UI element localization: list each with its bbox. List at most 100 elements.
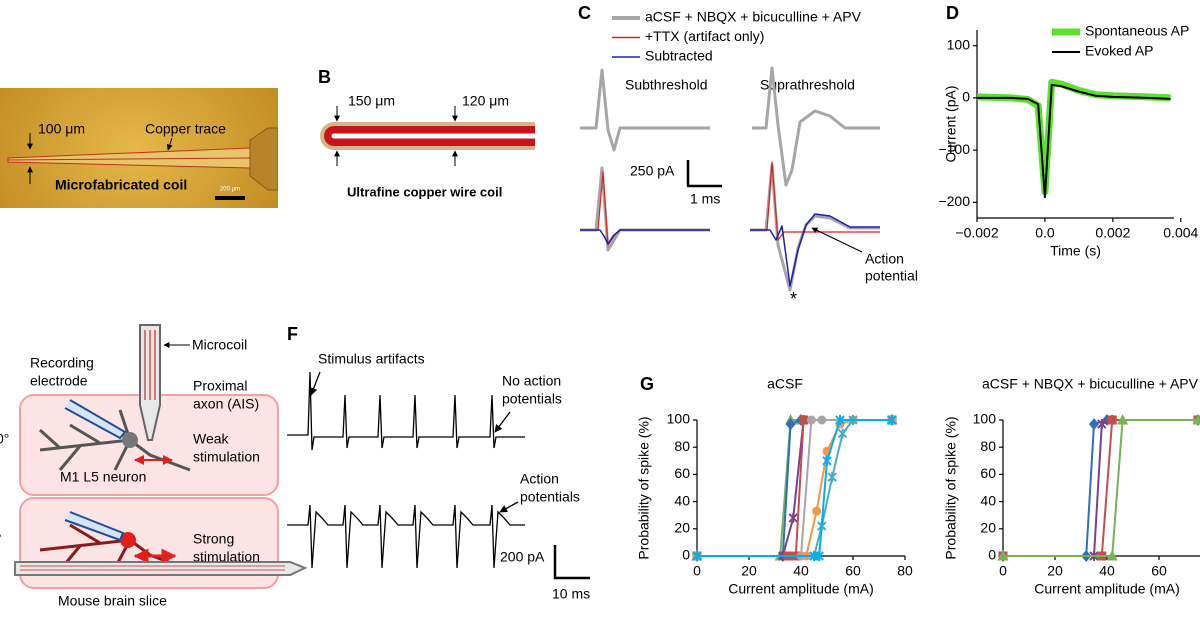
label: stimulation: [193, 449, 260, 465]
x-tick-label: −0.002: [955, 225, 998, 241]
x-axis-label: Current amplitude (mA): [728, 581, 874, 597]
y-axis-label: Probability of spike (%): [636, 416, 652, 559]
scale-label: 10 ms: [552, 586, 590, 602]
legend-label: Spontaneous AP: [1085, 23, 1189, 39]
x-tick-label: 20: [1047, 563, 1063, 579]
y-tick-label: 100: [667, 411, 691, 427]
point: [887, 415, 897, 425]
x-axis-label: Current amplitude (mA): [1034, 581, 1180, 597]
point: [785, 418, 796, 431]
label: 0°: [0, 431, 9, 447]
label: 150 μm: [348, 93, 395, 109]
y-tick-label: −100: [938, 141, 970, 157]
arrow: [166, 137, 173, 151]
point: [817, 415, 827, 425]
charts: 0 20 40 60 80 100 0 20 40 60 80 Current amplitude (…: [636, 376, 1200, 597]
annotation: *: [790, 289, 797, 309]
panel-letter: B: [318, 67, 331, 87]
line-chart: 100 0 −100 −200 −0.002 0.0 0.002 0.004 Time (s) C…: [938, 23, 1198, 259]
series-line: [1003, 419, 1198, 557]
y-tick-label: −200: [938, 193, 970, 209]
x-tick-label: 40: [1099, 563, 1115, 579]
annotation: No action: [502, 373, 561, 389]
series-line: [697, 419, 892, 557]
label: Strong: [193, 531, 234, 547]
x-tick-label: 80: [897, 563, 913, 579]
label: axon (AIS): [193, 396, 259, 412]
series-line: [697, 419, 892, 557]
legend-label: Evoked AP: [1085, 43, 1154, 59]
annotation: Action: [520, 471, 559, 487]
y-axis-label: Current (pA): [943, 85, 959, 162]
series-line: [697, 419, 892, 557]
series-line: [697, 419, 892, 557]
label: Microcoil: [192, 337, 247, 353]
coil-photo: [0, 88, 278, 208]
x-tick-label: 0.0: [1035, 225, 1055, 241]
series-line: [697, 419, 892, 557]
annotation: Stimulus artifacts: [318, 351, 425, 367]
arrow: [811, 227, 863, 253]
annotation: potentials: [502, 391, 562, 407]
label: electrode: [30, 373, 88, 389]
x-tick-label: 60: [1151, 563, 1167, 579]
series-line: [697, 419, 892, 557]
point: [1089, 418, 1099, 431]
caption: Ultrafine copper wire coil: [347, 184, 502, 199]
traces: [287, 371, 590, 580]
label: Subthreshold: [625, 77, 708, 93]
panel-letter: D: [946, 3, 959, 23]
point: [835, 415, 845, 425]
caption: Microfabricated coil: [55, 177, 187, 193]
schematic: [14, 324, 308, 589]
point: [837, 428, 848, 439]
wire-coil: [320, 122, 535, 150]
point: [812, 506, 822, 516]
label: °: [0, 531, 2, 547]
x-tick-label: 0: [693, 563, 701, 579]
x-tick-label: 20: [741, 563, 757, 579]
point: [822, 455, 832, 466]
traces: [580, 66, 880, 292]
series-line: [697, 419, 892, 557]
point: [1117, 414, 1129, 425]
y-tick-label: 100: [947, 36, 971, 52]
label: Mouse brain slice: [58, 593, 167, 609]
label: stimulation: [193, 549, 260, 565]
point: [997, 550, 1009, 561]
scale-label: 200 μm: [220, 187, 240, 193]
y-tick-label: 100: [973, 411, 997, 427]
y-tick-label: 60: [674, 465, 690, 481]
point: [1097, 419, 1107, 430]
chart-title: aCSF: [767, 376, 803, 392]
point: [827, 472, 837, 483]
legend-label: Subtracted: [645, 48, 713, 64]
chart-title: aCSF + NBQX + bicuculline + APV: [982, 376, 1199, 392]
x-tick-label: 60: [845, 563, 861, 579]
x-tick-label: 0.004: [1163, 225, 1198, 241]
x-tick-label: 0: [999, 563, 1007, 579]
point: [806, 415, 816, 425]
scale-label: 1 ms: [690, 191, 720, 207]
panel-letter: F: [287, 324, 298, 344]
x-tick-label: 40: [793, 563, 809, 579]
panel-letter: G: [640, 374, 654, 394]
annotation: Action: [865, 251, 904, 267]
scale-label: 250 pA: [630, 163, 675, 179]
legend: aCSF + NBQX + bicuculline + APV +TTX (art…: [612, 9, 862, 64]
scale-label: 200 pA: [500, 549, 545, 565]
point: [814, 551, 824, 561]
label: 100 μm: [38, 121, 85, 137]
series-line: [1003, 419, 1198, 557]
y-tick-label: 80: [980, 438, 996, 454]
y-tick-label: 0: [962, 89, 970, 105]
label: Recording: [30, 355, 94, 371]
y-tick-label: 80: [674, 438, 690, 454]
y-tick-label: 20: [980, 520, 996, 536]
label: Copper trace: [145, 121, 226, 137]
y-tick-label: 60: [980, 465, 996, 481]
y-axis-label: Probability of spike (%): [943, 416, 959, 559]
point: [692, 551, 702, 561]
